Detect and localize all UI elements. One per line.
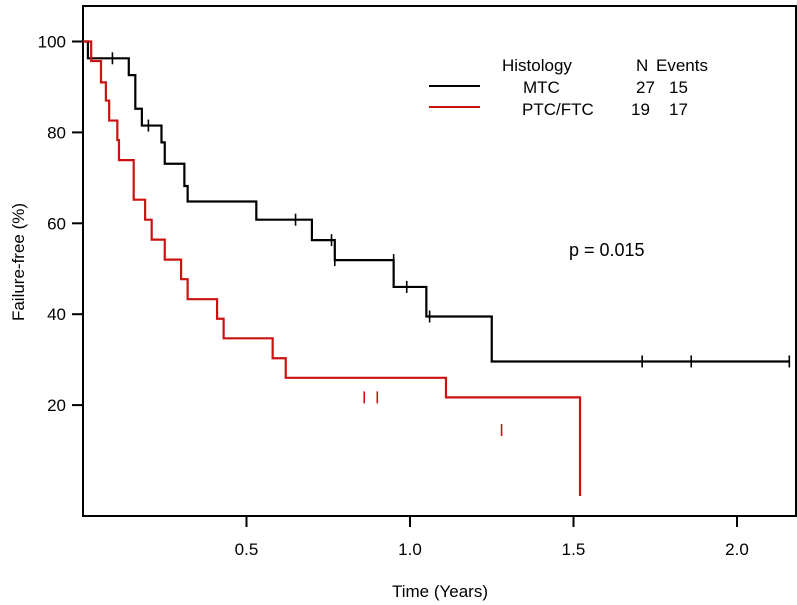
x-tick-label: 1.5	[562, 540, 586, 559]
x-axis-label: Time (Years)	[392, 582, 488, 601]
series-line-mtc	[83, 40, 790, 363]
legend-events-mtc: 15	[669, 78, 688, 97]
y-tick-label: 60	[47, 214, 66, 233]
y-tick-label: 40	[47, 305, 66, 324]
x-tick-label: 2.0	[725, 540, 749, 559]
y-axis-label: Failure-free (%)	[9, 203, 28, 321]
legend: Histology N Events MTC 27 15 PTC/FTC 19 …	[429, 56, 708, 119]
y-tick-label: 80	[47, 123, 66, 142]
series-layer	[83, 40, 791, 496]
legend-header-events: Events	[656, 56, 708, 75]
p-value-annotation: p = 0.015	[569, 240, 645, 260]
y-tick-label: 20	[47, 396, 66, 415]
legend-n-ptc-ftc: 19	[631, 100, 650, 119]
legend-label-ptc-ftc: PTC/FTC	[522, 100, 594, 119]
plot-frame	[82, 5, 797, 517]
series-line-ptc-ftc	[83, 40, 582, 496]
x-tick-label: 0.5	[235, 540, 259, 559]
axis-layer: 0.5 1.0 1.5 2.0 20 40 60 80 100	[38, 33, 749, 560]
legend-events-ptc-ftc: 17	[669, 100, 688, 119]
legend-label-mtc: MTC	[523, 78, 560, 97]
legend-n-mtc: 27	[636, 78, 655, 97]
legend-header-histology: Histology	[502, 56, 572, 75]
legend-header-n: N	[636, 56, 648, 75]
x-tick-label: 1.0	[398, 540, 422, 559]
y-tick-label: 100	[38, 33, 66, 52]
